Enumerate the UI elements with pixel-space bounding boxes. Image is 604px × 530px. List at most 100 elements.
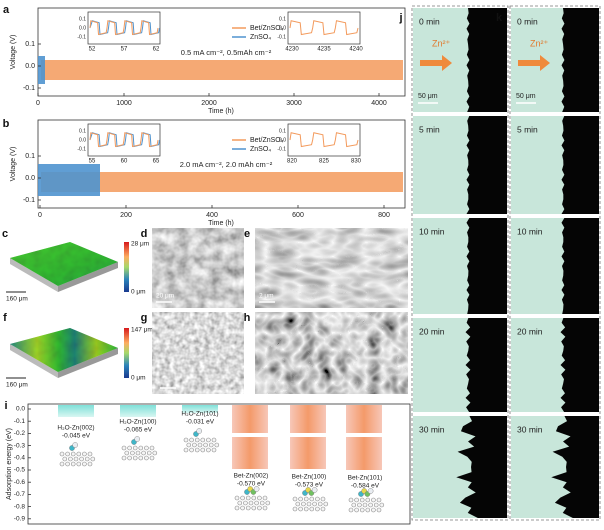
zn-atom bbox=[194, 437, 200, 443]
scale-label: 2 μm bbox=[259, 293, 274, 300]
panel-letter: c bbox=[2, 228, 8, 240]
surface-side bbox=[58, 262, 118, 292]
zn-atom bbox=[257, 495, 262, 501]
molecule-atom bbox=[311, 487, 318, 493]
zn-atom bbox=[149, 455, 155, 461]
time-label: 0 min bbox=[517, 16, 538, 26]
surface-side bbox=[10, 344, 58, 378]
zn-atom bbox=[70, 461, 76, 467]
zn-atom bbox=[149, 445, 155, 451]
inset-x-tick: 52 bbox=[89, 47, 96, 53]
zn-atom bbox=[237, 500, 243, 506]
molecule-atom bbox=[253, 486, 260, 492]
zn-atom bbox=[295, 501, 301, 507]
zn-atom bbox=[317, 501, 323, 507]
y-tick-label: -0.7 bbox=[14, 491, 26, 498]
colorbar-min: 0 μm bbox=[131, 375, 146, 382]
voltage-trace bbox=[89, 20, 159, 36]
y-tick-label: 0.0 bbox=[25, 63, 35, 70]
inset-x-tick: 57 bbox=[121, 47, 128, 53]
y-axis-label: Voltage (V) bbox=[10, 147, 17, 182]
h2o-bar bbox=[58, 405, 94, 417]
scale-label: 160 μm bbox=[6, 382, 28, 389]
zn-atom bbox=[320, 506, 326, 512]
y-tick-label: -0.9 bbox=[14, 516, 26, 523]
zn-atom bbox=[292, 506, 298, 512]
x-tick-label: 2000 bbox=[201, 100, 217, 107]
colorbar bbox=[124, 328, 129, 378]
zn-electrode bbox=[560, 318, 599, 412]
zn-electrode bbox=[466, 8, 507, 112]
structure-label: H₂O-Zn(002) bbox=[57, 425, 94, 432]
zn-atom bbox=[144, 455, 149, 461]
panel-letter: f bbox=[3, 312, 7, 324]
scale-label: 50 μm bbox=[418, 93, 438, 100]
zn-atom bbox=[292, 496, 298, 502]
panel-letter: b bbox=[3, 118, 10, 130]
inset-y-tick: -0.1 bbox=[77, 34, 86, 40]
colorbar-max: 147 μm bbox=[131, 327, 153, 334]
zn-atom bbox=[138, 445, 144, 451]
zn-atom bbox=[357, 502, 362, 508]
sem-image bbox=[152, 228, 244, 308]
zn-atom bbox=[379, 502, 385, 508]
zn-atom bbox=[315, 496, 320, 502]
zn-atom bbox=[135, 450, 141, 456]
zn-atom bbox=[354, 507, 359, 513]
zn-atom bbox=[251, 505, 257, 511]
zn-atom bbox=[152, 450, 158, 456]
zn-electrode bbox=[561, 116, 599, 214]
bet-band bbox=[41, 60, 403, 80]
zn-electrode bbox=[551, 416, 599, 518]
zn-atom bbox=[348, 497, 354, 503]
zn-atom bbox=[189, 447, 194, 453]
zn-atom bbox=[309, 506, 315, 512]
zn-atom bbox=[130, 450, 135, 456]
time-label: 20 min bbox=[419, 326, 445, 336]
zn-atom bbox=[259, 500, 265, 506]
zn-atom bbox=[234, 495, 240, 501]
zn-atom bbox=[146, 450, 152, 456]
y-tick-label: -0.3 bbox=[14, 442, 26, 449]
zn-atom bbox=[376, 507, 382, 513]
y-tick-label: -0.8 bbox=[14, 503, 26, 510]
x-tick-label: 1000 bbox=[116, 100, 132, 107]
zn-atom bbox=[323, 501, 329, 507]
zn-atom bbox=[76, 461, 82, 467]
surface-side bbox=[10, 258, 58, 292]
zn-electrode bbox=[561, 218, 599, 314]
inset-y-tick: 0.0 bbox=[79, 137, 86, 143]
zn-atom bbox=[312, 501, 317, 507]
zn-atom bbox=[70, 451, 76, 457]
zn-atom bbox=[306, 501, 312, 507]
inset-x-tick: 4235 bbox=[317, 47, 331, 53]
zn-atom bbox=[200, 447, 206, 453]
zn-atom bbox=[254, 500, 259, 506]
zn-atom bbox=[376, 497, 382, 503]
zn-atom bbox=[211, 437, 217, 443]
molecule-atom bbox=[196, 428, 202, 434]
scale-label: 20 μm bbox=[156, 293, 174, 300]
inset-y-tick: -0.1 bbox=[277, 146, 286, 152]
structure-label: Bet-Zn(002) bbox=[234, 473, 269, 480]
inset-x-tick: 4240 bbox=[349, 47, 363, 53]
condition-label: 2.0 mA cm⁻², 2.0 mAh cm⁻² bbox=[180, 160, 273, 169]
zn-atom bbox=[371, 507, 376, 513]
zn-atom bbox=[214, 442, 220, 448]
y-tick-label: 0.0 bbox=[16, 406, 25, 413]
inset-y-tick: 0.0 bbox=[79, 25, 86, 31]
bet-bar bbox=[346, 405, 382, 470]
scale-label: 50 μm bbox=[516, 93, 536, 100]
energy-label: -0.584 eV bbox=[351, 483, 380, 490]
zn-atom bbox=[298, 506, 303, 512]
y-axis-label: Adsorption energy (eV) bbox=[6, 428, 13, 500]
y-tick-label: -0.5 bbox=[14, 467, 26, 474]
zn-atom bbox=[234, 505, 240, 511]
zn-atom bbox=[240, 505, 245, 511]
ion-arrow bbox=[518, 55, 550, 71]
zn-atom bbox=[359, 497, 365, 503]
condition-label: 0.5 mA cm⁻², 0.5mAh cm⁻² bbox=[181, 48, 272, 57]
zn-atom bbox=[315, 506, 320, 512]
zn-atom bbox=[59, 461, 65, 467]
x-tick-label: 0 bbox=[36, 100, 40, 107]
